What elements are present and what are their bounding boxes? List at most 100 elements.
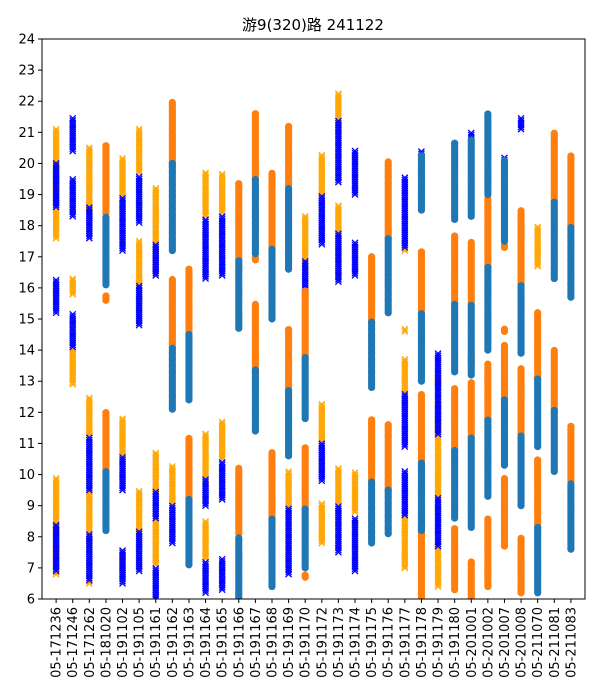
point-3-21-31: [417, 310, 426, 318]
point-2-18-1: [301, 571, 309, 579]
series-1-segment-16: [152, 565, 160, 599]
point-2-40-34: [517, 207, 525, 215]
point-0-29-11: [334, 204, 342, 212]
point-1-9-23: [119, 197, 126, 204]
point-3-4-30: [185, 330, 193, 339]
y-tick-label-5: 11: [18, 437, 35, 452]
x-tick-label-1: 05-171246: [66, 607, 81, 678]
series-1-segment-0: [52, 159, 60, 211]
point-1-12-20: [135, 175, 143, 183]
x-tick-label-30: 05-211081: [548, 607, 563, 678]
series-1: [52, 114, 525, 599]
point-2-38-25: [500, 341, 509, 350]
point-0-13-18: [135, 487, 143, 495]
series-3-segment-8: [251, 176, 259, 258]
series-3-segment-31: [484, 416, 492, 500]
series-2-segment-24: [417, 391, 426, 466]
series-2-segment-33: [484, 195, 492, 270]
x-tick-label-18: 05-191174: [349, 607, 364, 678]
point-3-26-35: [467, 136, 475, 144]
point-3-41-30: [567, 480, 575, 488]
point-1-20-11: [202, 478, 210, 486]
x-tick-label-14: 05-191169: [282, 607, 297, 678]
point-3-33-30: [500, 396, 509, 404]
point-3-36-31: [534, 375, 542, 383]
point-0-30-17: [334, 465, 342, 473]
x-tick-label-28: 05-201008: [515, 607, 530, 678]
point-1-10-15: [119, 453, 126, 461]
series-1-segment-39: [434, 350, 442, 438]
point-2-34-25: [484, 360, 492, 368]
point-1-22-26: [218, 215, 226, 223]
series-2-segment-5: [185, 265, 193, 339]
point-1-9-24: [119, 194, 126, 202]
series-3-segment-6: [235, 257, 243, 332]
series-1-segment-7: [85, 434, 93, 494]
point-1-25-30: [285, 505, 293, 513]
point-3-38-35: [550, 198, 558, 206]
point-1-31-20: [334, 505, 342, 513]
series-3-segment-28: [467, 434, 475, 532]
series-0-segment-5: [85, 486, 93, 538]
series-2-segment-44: [534, 456, 542, 532]
point-1-16-13: [152, 567, 160, 575]
point-0-19-19: [202, 432, 210, 440]
point-3-18-34: [384, 235, 392, 243]
series-3-segment-25: [451, 447, 459, 522]
point-1-18-16: [168, 504, 176, 512]
point-3-37-30: [534, 523, 542, 532]
point-0-23-17: [285, 468, 293, 476]
series-2-segment-3: [168, 98, 176, 168]
series-1-segment-11: [119, 547, 126, 587]
point-0-11-19: [135, 127, 143, 135]
series-0-segment-17: [168, 463, 176, 510]
point-3-0-31: [102, 213, 110, 221]
series-2-segment-20: [368, 416, 376, 485]
point-3-35-32: [517, 432, 525, 440]
series-2-segment-12: [268, 169, 276, 252]
series-0-segment-16: [152, 515, 160, 569]
point-2-24-31: [417, 391, 426, 399]
series-1-segment-13: [135, 282, 143, 329]
point-2-41-30: [517, 365, 525, 373]
point-0-33-0: [401, 327, 409, 335]
y-tick-label-6: 12: [18, 406, 35, 421]
point-1-28-16: [318, 442, 326, 450]
y-tick-label-11: 17: [18, 250, 35, 265]
point-2-23-28: [417, 248, 426, 256]
series-2-segment-47: [567, 152, 575, 230]
point-2-14-27: [284, 122, 293, 131]
point-2-37-1: [500, 325, 509, 333]
x-tick-label-4: 05-191102: [116, 607, 131, 678]
point-3-40-32: [567, 223, 575, 232]
series-2-segment-22: [384, 421, 392, 494]
y-tick-label-12: 18: [18, 219, 35, 234]
point-2-3-28: [168, 98, 176, 107]
series-0-segment-22: [218, 418, 226, 463]
y-tick-label-8: 14: [18, 344, 35, 359]
point-3-32-37: [500, 157, 509, 165]
x-tick-label-13: 05-191168: [265, 607, 280, 678]
point-3-34-31: [517, 282, 525, 290]
series-3-segment-37: [534, 523, 542, 597]
point-1-30-28: [334, 117, 342, 125]
point-3-29-37: [484, 110, 492, 118]
point-1-3-15: [69, 114, 77, 122]
point-1-8-20: [85, 533, 93, 541]
point-0-21-17: [218, 172, 226, 180]
series-1-segment-19: [202, 216, 210, 283]
x-tick-label-27: 05-201007: [498, 607, 513, 678]
series-3-segment-22: [417, 459, 426, 535]
series-3-segment-23: [451, 139, 459, 224]
x-axis: 05-171236 05-171246 05-171262 05-181020 05-1…: [50, 599, 579, 678]
point-1-6-13: [85, 206, 93, 214]
point-3-28-41: [467, 434, 475, 442]
series-2-segment-13: [268, 449, 276, 522]
point-0-15-16: [152, 451, 160, 459]
series-1-segment-37: [401, 390, 409, 451]
point-3-20-25: [417, 152, 426, 160]
point-2-2-27: [102, 409, 110, 417]
series-0-segment-2: [69, 343, 77, 388]
series-0-segment-42: [534, 223, 542, 270]
chart-title: 游9(320)路 241122: [242, 16, 384, 34]
